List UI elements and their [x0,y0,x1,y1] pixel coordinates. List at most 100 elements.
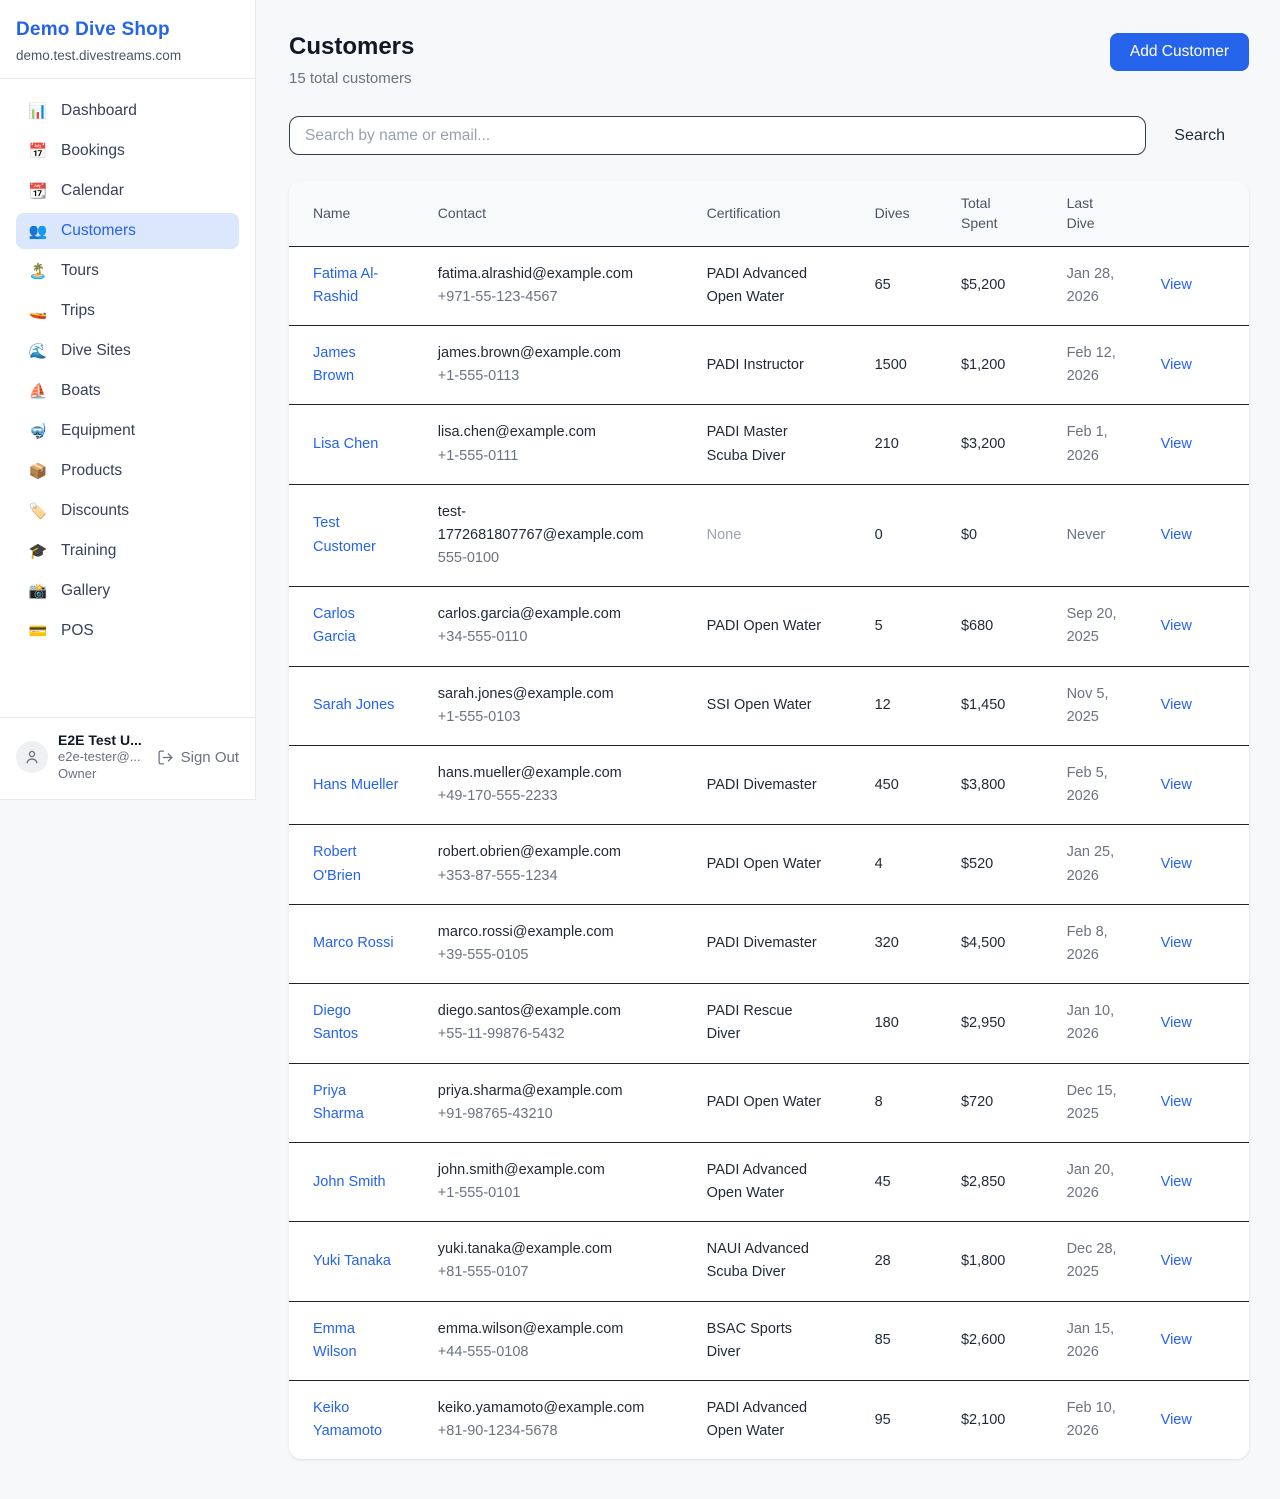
user-role: Owner [58,766,97,782]
customer-total-spent: $2,950 [960,983,1067,1064]
user-name: E2E Test U... [58,731,142,748]
customer-name-link[interactable]: Carlos Garcia [313,606,356,646]
main-content: Customers 15 total customers Add Custome… [256,0,1280,1499]
customer-certification: PADI Open Water [706,617,822,634]
customer-certification: BSAC Sports Diver [706,1320,793,1360]
customer-name-link[interactable]: Marco Rossi [313,935,394,952]
sidebar-item-trips[interactable]: 🚤 Trips [28,302,95,320]
view-customer-link[interactable]: View [1160,277,1192,294]
view-customer-link[interactable]: View [1160,356,1192,373]
customer-dives: 0 [874,484,961,588]
customer-count: 15 total customers [289,70,412,87]
sidebar-item-tours[interactable]: 🏝️ Tours [28,262,99,280]
column-header-contact: Contact [437,181,707,247]
customer-total-spent: $520 [960,824,1067,905]
customer-email: carlos.garcia@example.com [437,606,621,623]
view-customer-link[interactable]: View [1160,526,1192,543]
customer-name-link[interactable]: Fatima Al-Rashid [313,265,379,305]
customer-email: john.smith@example.com [437,1161,605,1178]
customer-name-link[interactable]: James Brown [313,344,356,385]
customer-total-spent: $2,100 [960,1411,1006,1428]
speedboat-icon: 🚤 [28,303,48,320]
customer-name-link[interactable]: Hans Mueller [313,776,399,793]
calendar-icon: 📆 [28,183,48,200]
customer-name-link[interactable]: Sarah Jones [313,697,395,714]
view-customer-link[interactable]: View [1160,776,1192,793]
view-customer-link[interactable]: View [1160,1411,1192,1428]
customer-email: robert.obrien@example.com [437,844,621,861]
customer-last-dive: Sep 20, 2025 [1066,606,1117,646]
table-row: Lisa Chen lisa.chen@example.com +1-555-0… [289,404,1249,485]
table-row: Keiko Yamamoto keiko.yamamoto@example.co… [289,1381,1249,1460]
customer-phone: 555-0100 [437,550,500,567]
sidebar-item-products[interactable]: 📦 Products [28,462,123,480]
column-header-actions [1160,181,1249,247]
customer-name-link[interactable]: Priya Sharma [313,1082,364,1122]
view-customer-link[interactable]: View [1160,1173,1192,1190]
customer-dives: 320 [874,904,961,985]
brand: Demo Dive Shop demo.test.divestreams.com [0,0,255,79]
search-button[interactable]: Search [1172,121,1227,151]
table-body: Fatima Al-Rashid fatima.alrashid@example… [289,246,1249,1459]
customer-name-link[interactable]: Test Customer [313,515,376,555]
view-customer-link[interactable]: View [1160,1094,1192,1111]
customer-certification: NAUI Advanced Scuba Diver [706,1241,809,1281]
sidebar-item-pos[interactable]: 💳 POS [28,622,94,640]
sidebar-item-bookings[interactable]: 📅 Bookings [28,142,125,160]
sidebar-item-training[interactable]: 🎓 Training [28,542,117,560]
sidebar-item-equipment[interactable]: 🤿 Equipment [28,422,136,440]
customer-phone: +39-555-0105 [437,946,529,963]
sidebar-item-calendar[interactable]: 📆 Calendar [28,182,124,200]
view-customer-link[interactable]: View [1160,435,1192,452]
customer-dives: 4 [874,824,961,905]
customer-email: james.brown@example.com [437,344,621,361]
customer-name-link[interactable]: John Smith [313,1173,386,1190]
customer-last-dive: Feb 12, 2026 [1066,344,1116,385]
view-customer-link[interactable]: View [1160,856,1192,872]
sidebar-item-boats[interactable]: ⛵ Boats [28,382,101,400]
customer-phone: +1-555-0113 [437,368,520,385]
view-customer-link[interactable]: View [1160,935,1192,952]
table-row: Marco Rossi marco.rossi@example.com +39-… [289,904,1249,985]
customer-name-link[interactable]: Yuki Tanaka [313,1252,391,1269]
customer-dives: 180 [874,983,961,1064]
people-icon: 👥 [28,223,48,240]
customer-name-link[interactable]: Emma Wilson [313,1320,357,1360]
customer-dives: 95 [874,1411,891,1428]
table-row: Test Customer test-1772681807767@example… [289,484,1249,588]
customer-certification: None [706,526,742,543]
sidebar-item-customers[interactable]: 👥 Customers [16,213,239,249]
sidebar-item-discounts[interactable]: 🏷️ Discounts [28,502,130,520]
customer-name-link[interactable]: Robert O'Brien [313,844,361,884]
view-customer-link[interactable]: View [1160,617,1192,634]
customer-name-link[interactable]: Lisa Chen [313,435,379,452]
customer-name-link[interactable]: Keiko Yamamoto [313,1400,383,1440]
sidebar-item-dive-sites[interactable]: 🌊 Dive Sites [28,342,131,360]
sidebar-item-dashboard[interactable]: 📊 Dashboard [28,102,137,120]
customer-phone: +55-11-99876-5432 [437,1026,565,1043]
view-customer-link[interactable]: View [1160,1014,1192,1031]
customer-phone: +34-555-0110 [437,629,528,646]
customer-name-link[interactable]: Diego Santos [313,1003,359,1043]
customer-dives: 8 [874,1063,961,1143]
search-input[interactable] [289,116,1147,155]
customer-phone: +1-555-0103 [437,708,521,725]
add-customer-button[interactable]: Add Customer [1109,33,1249,71]
sign-out-button[interactable]: Sign Out [157,749,239,766]
table-row: James Brown james.brown@example.com +1-5… [289,325,1249,406]
customer-last-dive: Feb 1, 2026 [1066,424,1108,464]
view-customer-link[interactable]: View [1160,1332,1192,1349]
sidebar: Demo Dive Shop demo.test.divestreams.com… [0,0,256,800]
customer-certification: PADI Open Water [706,856,822,872]
customer-phone: +1-555-0111 [437,447,519,464]
user-info: E2E Test U... e2e-tester@... Owner [58,732,147,783]
customer-certification: PADI Rescue Diver [706,1003,793,1043]
customer-phone: +1-555-0101 [437,1185,521,1202]
view-customer-link[interactable]: View [1160,697,1192,714]
sidebar-item-gallery[interactable]: 📸 Gallery [28,582,111,600]
customer-last-dive: Jan 10, 2026 [1066,1003,1115,1043]
customer-total-spent: $0 [960,484,1067,588]
view-customer-link[interactable]: View [1160,1252,1192,1269]
customer-email: diego.santos@example.com [437,1003,621,1020]
table-row: Yuki Tanaka yuki.tanaka@example.com +81-… [289,1221,1249,1302]
